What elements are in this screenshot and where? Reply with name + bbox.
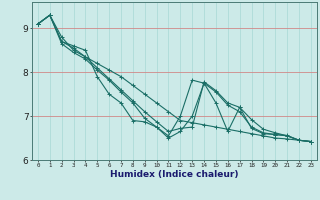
X-axis label: Humidex (Indice chaleur): Humidex (Indice chaleur) (110, 170, 239, 179)
